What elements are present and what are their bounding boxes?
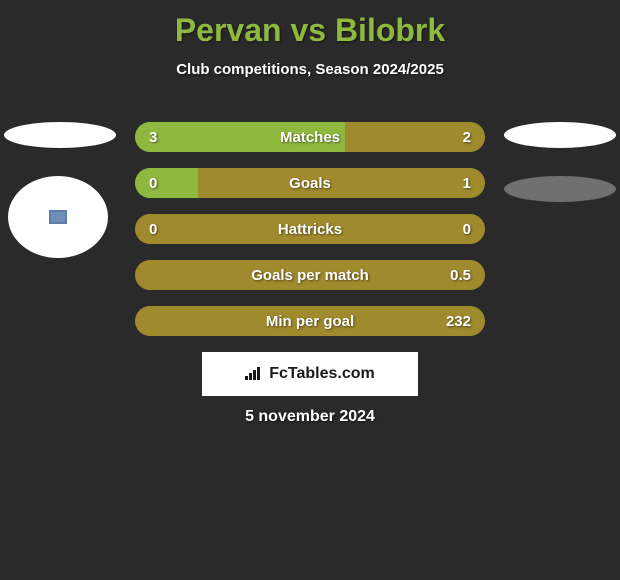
stat-row-matches: 3 Matches 2 (135, 122, 485, 152)
left-avatar-area (4, 122, 116, 258)
left-ellipse-top (4, 122, 116, 148)
stat-row-goals: 0 Goals 1 (135, 168, 485, 198)
stat-label: Matches (135, 129, 485, 146)
chart-icon (245, 366, 263, 383)
logo-text: FcTables.com (269, 365, 375, 383)
right-avatar-area (504, 122, 616, 230)
stats-container: 3 Matches 2 0 Goals 1 0 Hattricks 0 Goal… (135, 122, 485, 352)
left-avatar-circle (8, 176, 108, 258)
stat-value-right: 1 (463, 175, 471, 192)
stat-label: Hattricks (135, 221, 485, 238)
stat-label: Goals (135, 175, 485, 192)
stat-value-right: 2 (463, 129, 471, 146)
date-text: 5 november 2024 (0, 408, 620, 426)
stat-value-right: 0 (463, 221, 471, 238)
stat-value-right: 0.5 (450, 267, 471, 284)
right-ellipse-bottom (504, 176, 616, 202)
stat-label: Goals per match (135, 267, 485, 284)
stat-row-gpm: Goals per match 0.5 (135, 260, 485, 290)
right-ellipse-top (504, 122, 616, 148)
stat-label: Min per goal (135, 313, 485, 330)
logo-box: FcTables.com (202, 352, 418, 396)
avatar-badge-icon (49, 210, 67, 224)
stat-row-mpg: Min per goal 232 (135, 306, 485, 336)
subtitle: Club competitions, Season 2024/2025 (0, 61, 620, 78)
page-title: Pervan vs Bilobrk (0, 0, 620, 49)
stat-row-hattricks: 0 Hattricks 0 (135, 214, 485, 244)
stat-value-right: 232 (446, 313, 471, 330)
